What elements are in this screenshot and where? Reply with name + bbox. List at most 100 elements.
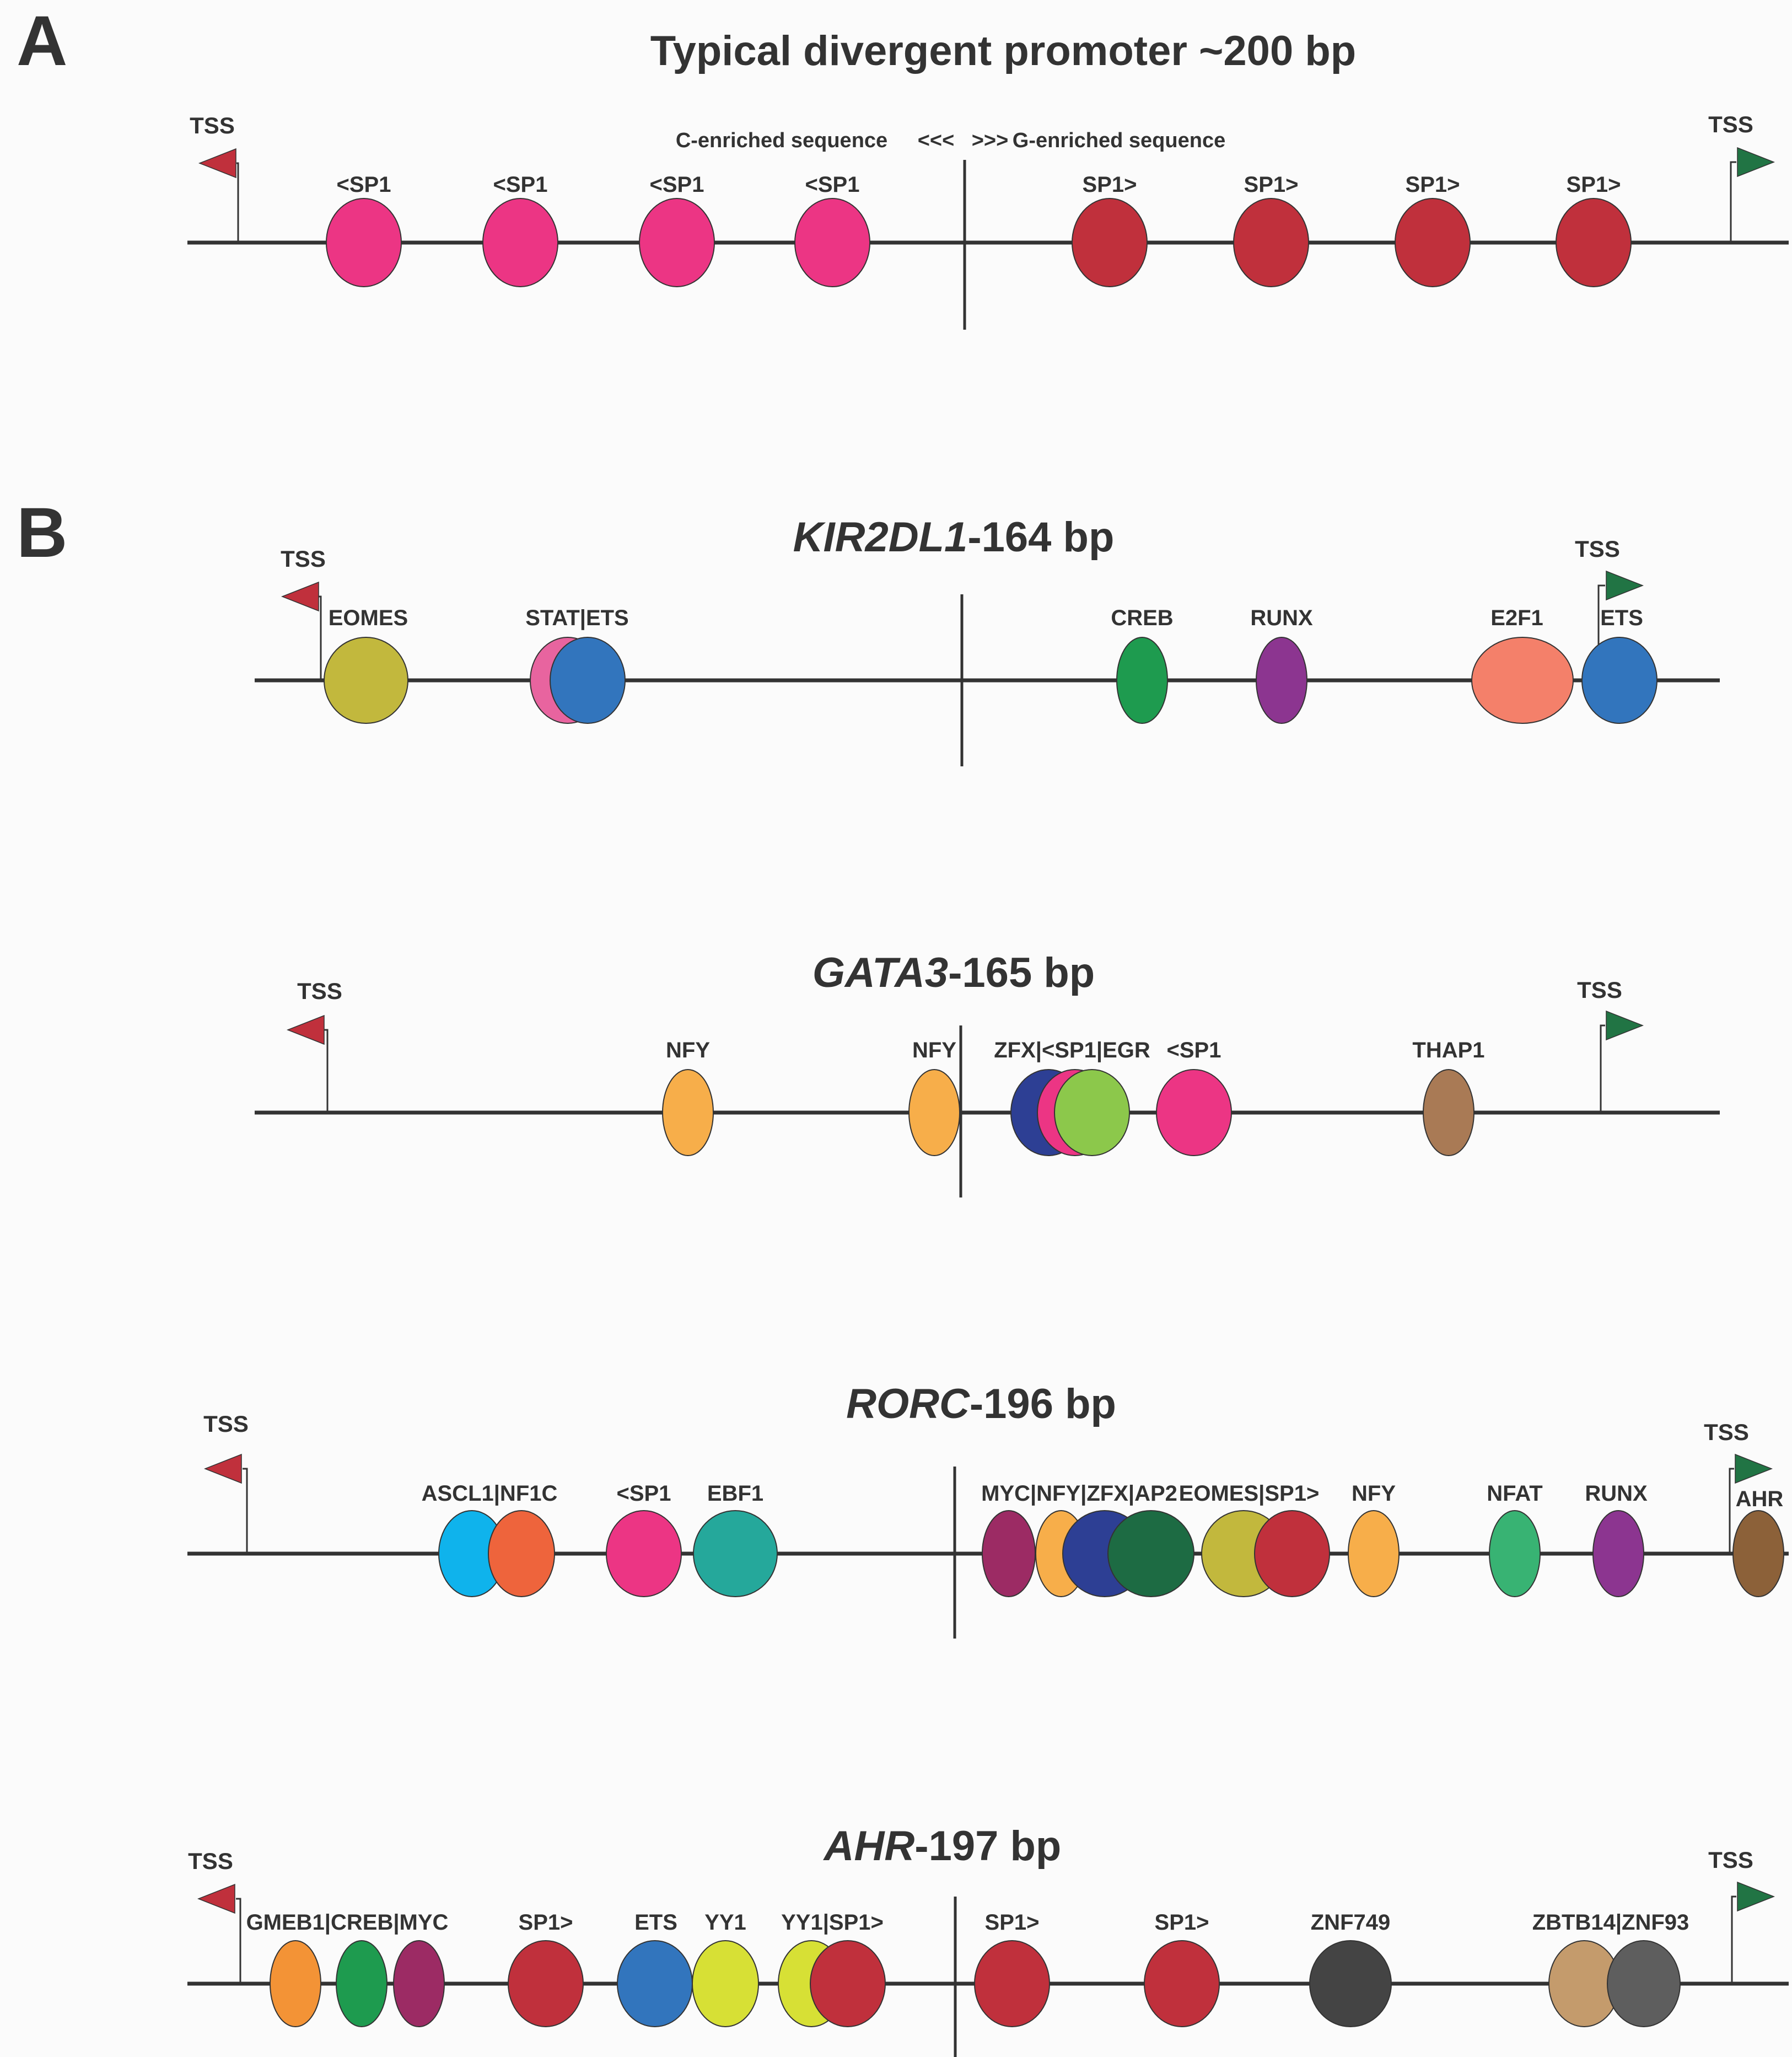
tss-right-flag-icon <box>1606 570 1644 601</box>
tss-right-stem <box>1731 1895 1736 1984</box>
site-label: AHR <box>1736 1487 1784 1511</box>
g-enriched-label: G-enriched sequence <box>1013 129 1225 152</box>
site-label: <SP1 <box>493 173 548 197</box>
e2f1-site <box>1471 637 1574 724</box>
gene-name: KIR2DL1 <box>793 514 968 561</box>
gene-name: RORC <box>846 1381 970 1427</box>
myc-site <box>982 1510 1036 1597</box>
tss-left-label: TSS <box>281 546 326 572</box>
site-label: EOMES|SP1> <box>1179 1481 1320 1506</box>
site-label: <SP1 <box>650 173 704 197</box>
panel-a-tss-right-label: TSS <box>1708 111 1753 137</box>
site-label: ASCL1|NF1C <box>422 1481 558 1506</box>
tss-left-flag-icon <box>203 1453 242 1484</box>
sp1-site <box>974 1940 1050 2027</box>
creb-site <box>1116 637 1168 724</box>
ets-site <box>1581 637 1658 724</box>
site-label: NFY <box>912 1038 956 1062</box>
site-label: GMEB1|CREB|MYC <box>246 1910 449 1935</box>
site-label: SP1> <box>519 1910 573 1935</box>
nfat-site <box>1489 1510 1541 1597</box>
panel-a-letter: A <box>17 2 67 80</box>
site-label: SP1> <box>985 1910 1040 1935</box>
sp1-site <box>1556 198 1632 287</box>
site-label: NFAT <box>1487 1481 1542 1506</box>
panel-a-tss-left-label: TSS <box>190 112 235 138</box>
site-label: <SP1 <box>337 173 391 197</box>
znf93-site <box>1607 1940 1681 2027</box>
site-label: EBF1 <box>707 1481 763 1506</box>
sp1-site <box>639 198 715 287</box>
ets-site <box>550 637 626 724</box>
panel-a: A Typical divergent promoter ~200 bp TSS… <box>17 2 1789 330</box>
tss-right-stem <box>1600 1024 1605 1113</box>
site-label: ZNF749 <box>1311 1910 1391 1935</box>
site-label: CREB <box>1111 606 1173 630</box>
site-label: ETS <box>1600 606 1643 630</box>
sp1-site <box>1144 1940 1220 2027</box>
eomes-site <box>324 637 408 724</box>
runx-site <box>1256 637 1307 724</box>
creb-site <box>336 1940 388 2027</box>
ebf1-site <box>693 1510 778 1597</box>
panel-a-sites: <SP1 <SP1 <SP1 <SP1 SP1> SP1> SP1> SP1> <box>326 173 1632 287</box>
site-label: EOMES <box>329 606 408 630</box>
znf749-site <box>1309 1940 1392 2027</box>
panel-a-tss-left-flag-icon <box>198 148 236 179</box>
tss-left-stem <box>243 1468 248 1554</box>
egr-site <box>1054 1069 1130 1156</box>
site-label: <SP1 <box>805 173 860 197</box>
nf1c-site <box>488 1510 555 1597</box>
myc-site <box>393 1940 445 2027</box>
tss-right-label: TSS <box>1575 536 1620 562</box>
promoter-title: RORC-196 bp <box>846 1381 1116 1427</box>
promoter-title: KIR2DL1-164 bp <box>793 514 1115 561</box>
ap2-site <box>1107 1510 1194 1597</box>
gmeb1-site <box>270 1940 321 2027</box>
promoter-length: -197 bp <box>914 1823 1061 1870</box>
promoter-length: -164 bp <box>967 514 1114 561</box>
sp1-site <box>326 198 402 287</box>
promoter-length: -165 bp <box>948 949 1095 996</box>
site-label: <SP1 <box>1167 1038 1221 1062</box>
sp1-site <box>482 198 558 287</box>
tss-right-flag-icon <box>1735 1453 1773 1484</box>
promoter-length: -196 bp <box>970 1381 1116 1427</box>
sp1-site <box>794 198 870 287</box>
promoter-title: AHR-197 bp <box>823 1823 1062 1870</box>
panel-a-tss-right-stem <box>1730 161 1736 243</box>
sp1-site <box>606 1510 682 1597</box>
site-label: MYC|NFY|ZFX|AP2 <box>981 1481 1177 1506</box>
nfy-site <box>662 1069 714 1156</box>
site-label: E2F1 <box>1490 606 1543 630</box>
tss-left-stem <box>236 1898 241 1984</box>
gene-name: GATA3 <box>812 949 948 996</box>
kir2dl1-promoter: KIR2DL1-164 bp TSS TSS EOMES STAT|ETS CR… <box>255 514 1720 766</box>
tss-left-label: TSS <box>203 1411 249 1437</box>
site-label: SP1> <box>1155 1910 1209 1935</box>
tss-right-label: TSS <box>1704 1419 1749 1445</box>
tss-left-flag-icon <box>286 1014 325 1045</box>
panel-b-letter: B <box>17 493 67 572</box>
site-label: ETS <box>634 1910 677 1935</box>
thap1-site <box>1423 1069 1475 1156</box>
nfy-site <box>908 1069 960 1156</box>
site-label: NFY <box>1352 1481 1396 1506</box>
site-label: YY1|SP1> <box>781 1910 884 1935</box>
tss-left-label: TSS <box>297 978 342 1004</box>
tss-right-label: TSS <box>1577 977 1622 1003</box>
reverse-arrows-label: <<< <box>918 129 955 152</box>
site-label: <SP1 <box>617 1481 671 1506</box>
sp1-site <box>810 1940 886 2027</box>
panel-a-tss-right-flag-icon <box>1737 147 1775 178</box>
forward-arrows-label: >>> <box>972 129 1009 152</box>
tss-right-flag-icon <box>1737 1881 1775 1912</box>
tss-left-flag-icon <box>281 581 319 612</box>
site-label: SP1> <box>1406 173 1460 197</box>
site-label: YY1 <box>704 1910 746 1935</box>
site-label: SP1> <box>1083 173 1137 197</box>
tss-left-stem <box>319 595 322 680</box>
tss-right-stem <box>1729 1468 1734 1554</box>
